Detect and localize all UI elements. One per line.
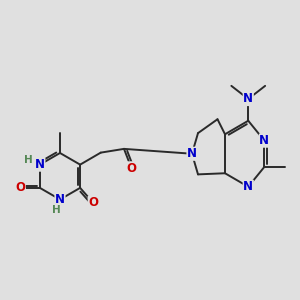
Text: O: O: [88, 196, 98, 209]
Text: N: N: [55, 193, 65, 206]
Text: N: N: [35, 158, 45, 171]
Text: O: O: [15, 182, 26, 194]
Text: O: O: [127, 162, 136, 175]
Text: N: N: [243, 92, 253, 106]
Text: N: N: [243, 180, 253, 193]
Text: N: N: [260, 134, 269, 147]
Text: N: N: [187, 147, 197, 160]
Text: H: H: [52, 205, 61, 215]
Text: H: H: [24, 155, 33, 165]
